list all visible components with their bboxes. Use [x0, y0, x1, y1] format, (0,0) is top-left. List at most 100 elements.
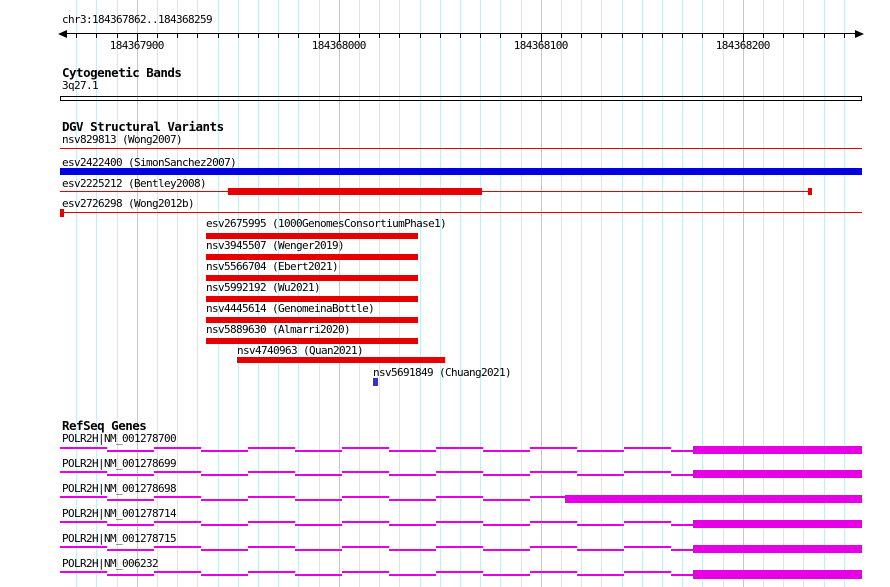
ruler-tick: [379, 34, 381, 38]
variant-label[interactable]: nsv4740963 (Quan2021): [237, 344, 364, 357]
variant-label[interactable]: nsv5889630 (Almarri2020): [206, 323, 351, 336]
ruler-tick: [157, 34, 158, 38]
grid-line-minor: [96, 0, 98, 587]
variant-label[interactable]: esv2726298 (Wong2012b): [62, 197, 195, 210]
variant-bar[interactable]: [808, 188, 812, 195]
variant-bar[interactable]: [237, 357, 445, 363]
gene-label[interactable]: POLR2H|NM_001278698: [62, 482, 177, 495]
gene-label[interactable]: POLR2H|NM_006232: [62, 557, 159, 570]
grid-line-minor: [359, 0, 360, 587]
gene-label[interactable]: POLR2H|NM_001278700: [62, 432, 177, 445]
variant-bar[interactable]: [206, 254, 418, 260]
variant-label[interactable]: nsv3945507 (Wenger2019): [206, 239, 345, 252]
grid-line-minor: [823, 0, 825, 587]
variant-line[interactable]: [60, 148, 862, 149]
grid-line-minor: [439, 0, 441, 587]
grid-line-minor: [237, 0, 239, 587]
variant-line[interactable]: [60, 212, 862, 213]
ruler-tick-label: 184367900: [109, 39, 165, 52]
grid-line-minor: [258, 0, 259, 587]
gene-intron-line[interactable]: [60, 471, 693, 477]
variant-bar[interactable]: [206, 338, 418, 344]
ruler-tick: [540, 34, 542, 42]
ruler-tick: [702, 34, 704, 38]
variant-label[interactable]: nsv5566704 (Ebert2021): [206, 260, 339, 273]
ruler-tick: [76, 34, 78, 38]
ruler-tick: [439, 34, 441, 38]
ruler-tick: [581, 34, 583, 38]
gene-exon-block[interactable]: [693, 545, 862, 553]
gene-label[interactable]: POLR2H|NM_001278715: [62, 532, 177, 545]
grid-line-minor: [682, 0, 684, 587]
left-arrow-icon: [58, 30, 67, 38]
gene-label[interactable]: POLR2H|NM_001278699: [62, 457, 177, 470]
variant-label[interactable]: nsv5992192 (Wu2021): [206, 281, 321, 294]
variant-label[interactable]: esv2675995 (1000GenomesConsortiumPhase1): [206, 217, 447, 230]
ruler-tick: [177, 34, 179, 38]
ruler-tick: [399, 34, 401, 38]
grid-line-minor: [662, 0, 663, 587]
ruler-tick: [722, 34, 724, 38]
gene-exon-block[interactable]: [693, 570, 862, 579]
ruler-tick: [843, 34, 845, 38]
variant-bar[interactable]: [206, 317, 418, 323]
grid-line-minor: [783, 0, 785, 587]
gene-intron-line[interactable]: [60, 521, 693, 527]
ruler-tick: [298, 34, 300, 38]
grid-line-major: [540, 0, 542, 587]
gene-exon-block[interactable]: [565, 495, 862, 503]
gene-intron-line[interactable]: [60, 496, 565, 502]
grid-line-minor: [601, 0, 603, 587]
variant-bar[interactable]: [206, 233, 418, 239]
ruler-tick: [783, 34, 785, 38]
grid-line-minor: [480, 0, 482, 587]
ruler-tick: [601, 34, 603, 38]
ruler-tick-label: 184368000: [311, 39, 367, 52]
cytoband-label: 3q27.1: [62, 79, 99, 92]
gene-label[interactable]: POLR2H|NM_001278714: [62, 507, 177, 520]
ruler-tick: [682, 34, 684, 38]
ruler-tick-label: 184368100: [513, 39, 569, 52]
grid-line-minor: [561, 0, 562, 587]
variant-bar[interactable]: [206, 275, 418, 281]
gene-intron-line[interactable]: [60, 447, 693, 453]
gene-exon-block[interactable]: [693, 470, 862, 478]
section-header-dgv-structural-variants: DGV Structural Variants: [62, 119, 224, 134]
variant-label[interactable]: esv2422400 (SimonSanchez2007): [62, 156, 237, 169]
ruler-tick: [561, 34, 562, 38]
ruler-tick: [197, 34, 199, 38]
grid-line-minor: [460, 0, 461, 587]
variant-bar[interactable]: [373, 378, 378, 386]
ruler-tick: [803, 34, 805, 38]
gene-intron-line[interactable]: [60, 546, 693, 552]
ruler-tick: [318, 34, 320, 38]
variant-bar[interactable]: [228, 188, 482, 195]
grid-line-minor: [318, 0, 320, 587]
ruler-tick: [419, 34, 421, 38]
ruler-tick: [480, 34, 482, 38]
variant-label[interactable]: esv2225212 (Bentley2008): [62, 177, 207, 190]
gene-exon-block[interactable]: [693, 446, 862, 454]
ruler-tick: [359, 34, 360, 38]
ruler-tick: [500, 34, 502, 38]
grid-line-minor: [76, 0, 78, 587]
variant-bar[interactable]: [60, 209, 64, 217]
grid-line-major: [136, 0, 138, 587]
variant-label[interactable]: nsv4445614 (GenomeinaBottle): [206, 302, 375, 315]
variant-bar[interactable]: [206, 296, 418, 302]
ruler-tick-label: 184368200: [715, 39, 771, 52]
grid-line-minor: [581, 0, 583, 587]
variant-label[interactable]: nsv5691849 (Chuang2021): [373, 366, 512, 379]
ruler-tick: [116, 34, 118, 38]
grid-line-minor: [419, 0, 421, 587]
ruler-tick: [338, 34, 340, 42]
gene-exon-block[interactable]: [693, 520, 862, 528]
grid-line-minor: [399, 0, 401, 587]
grid-line-major: [338, 0, 340, 587]
grid-line-minor: [641, 0, 643, 587]
variant-label[interactable]: nsv829813 (Wong2007): [62, 133, 183, 146]
gene-intron-line[interactable]: [60, 571, 693, 577]
variant-bar[interactable]: [60, 168, 862, 175]
ruler-tick: [136, 34, 138, 42]
